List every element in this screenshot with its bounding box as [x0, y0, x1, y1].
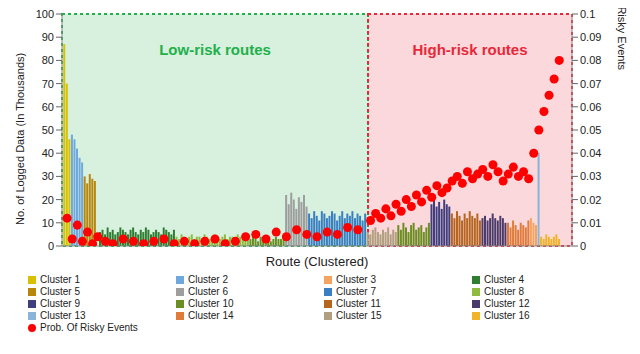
svg-text:0.01: 0.01 [580, 217, 601, 229]
svg-text:0.1: 0.1 [580, 8, 595, 20]
html-text:Cluster 9: Cluster 9 [40, 298, 80, 309]
html-text:Cluster 14: Cluster 14 [188, 310, 234, 321]
svg-text:10: 10 [42, 217, 54, 229]
html-text:Cluster 12: Cluster 12 [484, 298, 530, 309]
svg-text:60: 60 [42, 101, 54, 113]
html-text:Cluster 16: Cluster 16 [484, 310, 530, 321]
svg-text:0.03: 0.03 [580, 170, 601, 182]
svg-text:Low-risk routes: Low-risk routes [159, 41, 271, 58]
svg-text:90: 90 [42, 31, 54, 43]
svg-text:0.04: 0.04 [580, 147, 601, 159]
svg-text:0.05: 0.05 [580, 124, 601, 136]
svg-text:30: 30 [42, 170, 54, 182]
svg-text:0.06: 0.06 [580, 101, 601, 113]
svg-text:80: 80 [42, 54, 54, 66]
html-text:Cluster 4: Cluster 4 [484, 274, 524, 285]
svg-text:0.09: 0.09 [580, 31, 601, 43]
html-text:Cluster 7: Cluster 7 [336, 286, 376, 297]
svg-text:40: 40 [42, 147, 54, 159]
html-text:Cluster 1: Cluster 1 [40, 274, 80, 285]
html-text:Cluster 11: Cluster 11 [336, 298, 381, 309]
html-text:Prob. Of Risky Events: Prob. Of Risky Events [40, 322, 138, 333]
svg-text:70: 70 [42, 78, 54, 90]
svg-text:0.08: 0.08 [580, 54, 601, 66]
svg-text:0: 0 [580, 240, 586, 252]
svg-text:No. of Logged Data (In Thousan: No. of Logged Data (In Thousands) [14, 53, 26, 225]
html-text:Cluster 8: Cluster 8 [484, 286, 524, 297]
html-text:Cluster 15: Cluster 15 [336, 310, 382, 321]
svg-text:High-risk routes: High-risk routes [412, 41, 527, 58]
html-text:Cluster 13: Cluster 13 [40, 310, 86, 321]
html-text:Cluster 2: Cluster 2 [188, 274, 228, 285]
html-text:Cluster 6: Cluster 6 [188, 286, 228, 297]
svg-text:100: 100 [36, 8, 54, 20]
html-text:Cluster 10: Cluster 10 [188, 298, 234, 309]
svg-text:20: 20 [42, 194, 54, 206]
svg-text:0: 0 [48, 240, 54, 252]
svg-text:Route (Clustered): Route (Clustered) [266, 254, 369, 269]
svg-text:0.07: 0.07 [580, 78, 601, 90]
html-text:Cluster 3: Cluster 3 [336, 274, 376, 285]
svg-text:0.02: 0.02 [580, 194, 601, 206]
svg-text:50: 50 [42, 124, 54, 136]
svg-text:Prob. of Risky Events: Prob. of Risky Events [616, 8, 628, 70]
html-text:Cluster 5: Cluster 5 [40, 286, 80, 297]
